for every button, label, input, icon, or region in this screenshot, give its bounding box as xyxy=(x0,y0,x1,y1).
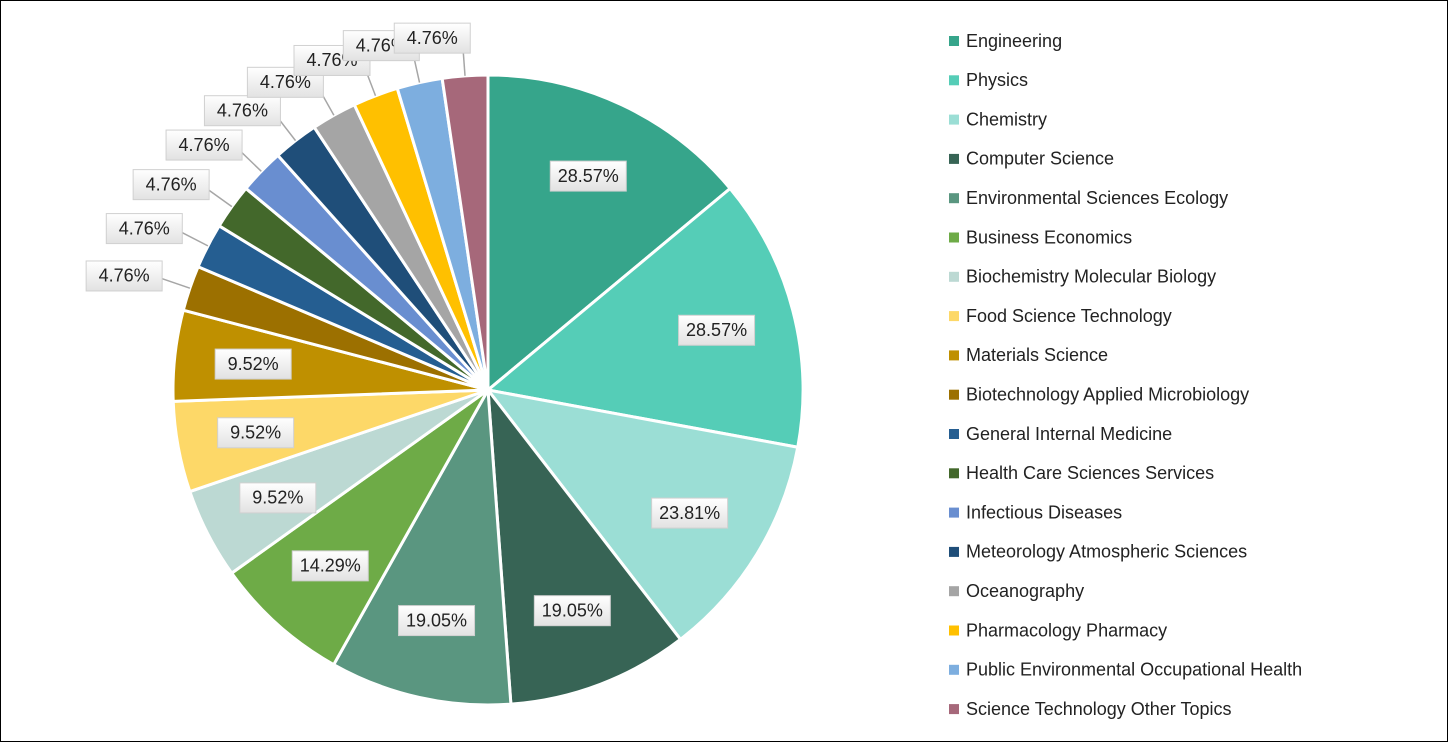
legend-label: Engineering xyxy=(966,31,1062,51)
data-label-box xyxy=(217,417,295,449)
legend-swatch xyxy=(949,389,959,400)
legend-swatch xyxy=(949,193,959,204)
legend-label: Infectious Diseases xyxy=(966,502,1122,522)
data-label: 4.76% xyxy=(179,135,230,155)
data-label: 19.05% xyxy=(406,610,467,630)
data-label-box xyxy=(85,260,163,292)
data-label: 4.76% xyxy=(407,28,458,48)
data-label-box xyxy=(549,160,627,192)
data-label-box xyxy=(239,482,317,514)
legend-label: Science Technology Other Topics xyxy=(966,699,1232,719)
legend-label: Physics xyxy=(966,70,1028,90)
data-label: 14.29% xyxy=(300,556,361,576)
data-label-box xyxy=(165,129,243,161)
data-label-box xyxy=(214,348,292,380)
data-label: 9.52% xyxy=(230,423,281,443)
data-label: 28.57% xyxy=(686,320,747,340)
legend-swatch xyxy=(949,625,959,636)
legend-swatch xyxy=(949,704,959,715)
data-label-box xyxy=(105,213,183,245)
legend-label: Environmental Sciences Ecology xyxy=(966,188,1228,208)
legend-swatch xyxy=(949,75,959,86)
legend-swatch xyxy=(949,429,959,439)
data-label-box xyxy=(533,595,611,627)
data-label-box xyxy=(203,95,281,127)
legend-swatch xyxy=(949,311,959,322)
legend-label: Materials Science xyxy=(966,345,1108,365)
pie-slice xyxy=(440,73,490,391)
pie-slice xyxy=(484,387,800,642)
legend-swatch xyxy=(949,114,959,125)
data-label: 9.52% xyxy=(252,488,303,508)
data-label: 19.05% xyxy=(542,600,603,620)
legend-label: Health Care Sciences Services xyxy=(966,463,1214,483)
legend-label: General Internal Medicine xyxy=(966,424,1172,444)
data-label: 23.81% xyxy=(659,503,720,523)
legend-swatch xyxy=(949,232,959,243)
legend-label: Chemistry xyxy=(966,109,1047,129)
data-label-box xyxy=(132,169,210,201)
legend-swatch xyxy=(949,586,959,597)
legend-label: Computer Science xyxy=(966,149,1114,169)
data-label: 4.76% xyxy=(119,218,170,238)
pie-slice xyxy=(486,73,733,394)
legend-label: Pharmacology Pharmacy xyxy=(966,620,1167,640)
data-label: 4.76% xyxy=(217,100,268,120)
data-label: 4.76% xyxy=(99,266,150,286)
data-label-box xyxy=(393,22,471,54)
legend-label: Business Economics xyxy=(966,227,1132,247)
pie-slice xyxy=(229,388,490,667)
data-label: 28.57% xyxy=(558,166,619,186)
data-label-box xyxy=(651,497,729,529)
data-label-box xyxy=(678,314,756,346)
legend-swatch xyxy=(949,468,959,479)
legend-swatch xyxy=(949,350,959,361)
legend-label: Public Environmental Occupational Health xyxy=(966,660,1302,680)
data-label: 4.76% xyxy=(260,72,311,92)
data-label: 9.52% xyxy=(228,354,279,374)
legend-label: Meteorology Atmospheric Sciences xyxy=(966,542,1247,562)
legend-swatch xyxy=(949,271,959,282)
data-label-box xyxy=(398,605,476,637)
data-label-box xyxy=(291,550,369,582)
legend-swatch xyxy=(949,153,959,164)
legend-label: Biotechnology Applied Microbiology xyxy=(966,384,1249,404)
data-label: 4.76% xyxy=(146,174,197,194)
legend-swatch xyxy=(949,36,959,46)
legend-label: Oceanography xyxy=(966,581,1084,601)
legend-label: Food Science Technology xyxy=(966,306,1172,326)
legend-swatch xyxy=(949,664,959,675)
legend-swatch xyxy=(949,546,959,557)
legend-swatch xyxy=(949,507,959,518)
pie-slice xyxy=(484,186,805,449)
legend-label: Biochemistry Molecular Biology xyxy=(966,267,1216,287)
